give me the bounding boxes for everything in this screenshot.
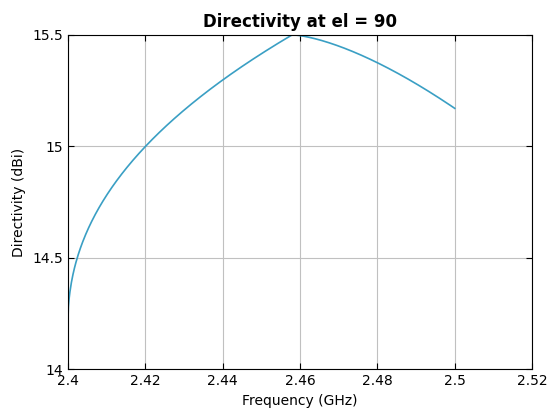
Y-axis label: Directivity (dBi): Directivity (dBi) [12,147,26,257]
X-axis label: Frequency (GHz): Frequency (GHz) [242,394,358,407]
Title: Directivity at el = 90: Directivity at el = 90 [203,13,397,31]
